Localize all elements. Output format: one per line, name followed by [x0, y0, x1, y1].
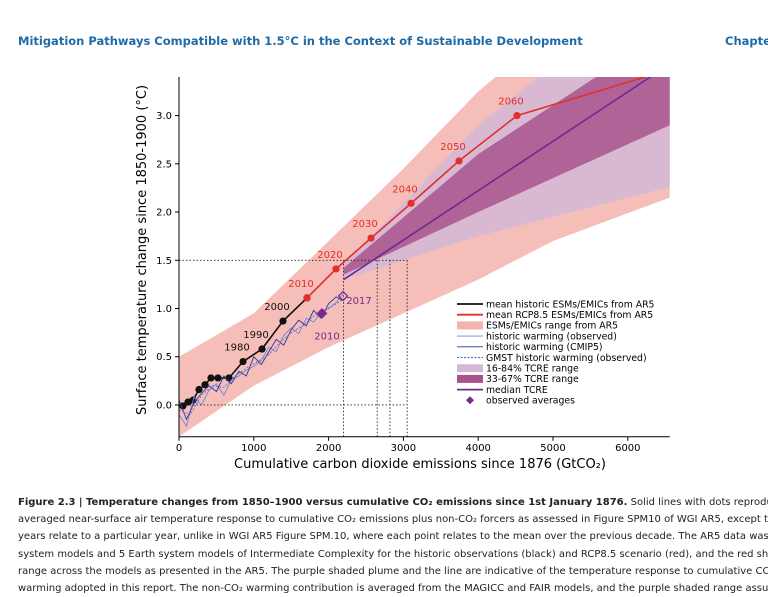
x-tick-label: 5000: [540, 443, 565, 454]
y-tick-label: 1.5: [156, 256, 172, 267]
point-label: 2030: [352, 219, 377, 230]
data-point: [258, 345, 266, 353]
point-label: 2050: [440, 142, 465, 153]
legend-label: mean historic ESMs/EMICs from AR5: [486, 299, 655, 310]
legend-label: historic warming (observed): [486, 331, 617, 342]
legend-swatch: [457, 374, 483, 383]
legend-label: 16-84% TCRE range: [486, 364, 579, 375]
caption-text: Solid lines with dots reproduce the glob…: [630, 497, 768, 508]
series-line: [179, 296, 344, 421]
header-title: Mitigation Pathways Compatible with 1.5°…: [18, 34, 583, 48]
y-tick-label: 1.0: [156, 304, 172, 315]
y-tick-label: 0.0: [156, 400, 172, 411]
caption-line: range across the models as presented in …: [18, 565, 768, 577]
point-label: 1990: [243, 330, 268, 341]
data-point: [513, 111, 521, 120]
x-axis-label: Cumulative carbon dioxide emissions sinc…: [234, 457, 606, 472]
series-line: [179, 292, 344, 428]
data-point: [239, 357, 247, 366]
x-tick-label: 4000: [465, 443, 490, 454]
point-label: 2040: [392, 184, 417, 195]
caption-bold: Figure 2.3 | Temperature changes from 18…: [18, 497, 628, 508]
legend-swatch: [466, 396, 474, 405]
point-label: 2020: [317, 250, 342, 261]
header-chapter: Chapter: [725, 34, 768, 48]
legend-swatch: [457, 321, 483, 330]
y-tick-label: 0.5: [156, 352, 172, 363]
page: {"header":{"title":"Mitigation Pathways …: [18, 34, 768, 595]
legend-label: ESMs/EMICs range from AR5: [486, 321, 618, 332]
point-label: 1980: [224, 343, 249, 354]
data-point: [179, 402, 187, 410]
data-point: [214, 374, 222, 382]
caption: Figure 2.3 | Temperature changes from 18…: [18, 494, 768, 597]
data-point: [303, 294, 311, 302]
point-label: 2060: [498, 97, 523, 108]
y-tick-label: 3.0: [156, 111, 172, 122]
data-point: [367, 234, 375, 242]
observed-average: [337, 290, 349, 302]
data-point: [407, 199, 415, 207]
data-point: [455, 157, 463, 165]
y-axis-label: Surface temperature change since 1850-19…: [135, 85, 150, 415]
data-point: [332, 265, 340, 273]
data-point: [201, 381, 209, 389]
caption-line: averaged near-surface air temperature re…: [18, 514, 768, 526]
point-label: 2017: [346, 296, 371, 307]
chart: 0 1000 2000 3000 4000 5000 6000 0.0 0.5 1.0 1.5 2.0…: [135, 77, 670, 472]
point-label: 2010: [288, 279, 313, 290]
observed-average: [316, 307, 328, 319]
caption-line: Figure 2.3 | Temperature changes from 18…: [18, 494, 768, 511]
legend-label: historic warming (CMIP5): [486, 342, 603, 353]
point-label: 2000: [264, 302, 289, 313]
data-point: [207, 374, 215, 382]
x-tick-label: 2000: [316, 443, 341, 454]
y-tick-label: 2.0: [156, 208, 172, 219]
point-label: 2010: [314, 331, 339, 342]
legend-label: 33-67% TCRE range: [486, 374, 579, 385]
x-tick-label: 0: [176, 443, 182, 454]
legend-label: mean RCP8.5 ESMs/EMICs from AR5: [486, 310, 653, 321]
data-point: [195, 385, 203, 394]
legend-label: median TCRE: [486, 385, 548, 396]
series-line: [343, 77, 651, 281]
x-tick-label: 1000: [241, 443, 266, 454]
caption-line: system models and 5 Earth system models …: [18, 548, 768, 560]
caption-line: years relate to a particular year, unlik…: [18, 531, 768, 543]
legend-swatch: [457, 364, 483, 373]
data-point: [279, 317, 287, 325]
caption-line: warming adopted in this report. The non-…: [18, 583, 768, 595]
legend-label: observed averages: [486, 396, 575, 407]
x-tick-label: 6000: [615, 443, 640, 454]
x-tick-label: 3000: [391, 443, 416, 454]
y-tick-label: 2.5: [156, 159, 172, 170]
legend-label: GMST historic warming (observed): [486, 353, 647, 364]
